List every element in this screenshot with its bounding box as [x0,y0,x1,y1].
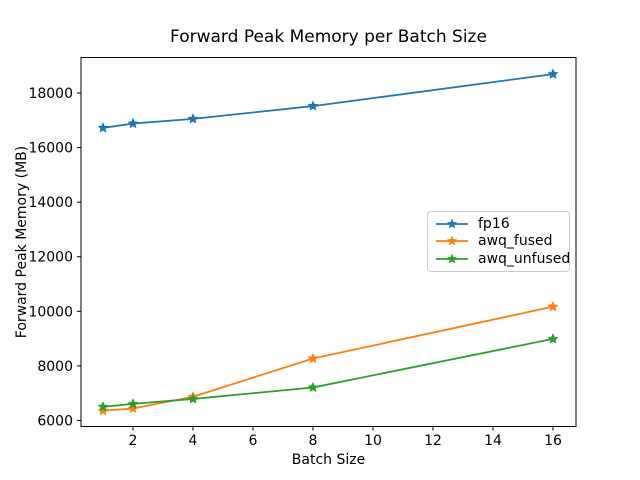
fp16-marker-icon [307,100,319,111]
x-tick-label: 12 [424,433,442,449]
y-tick-label: 14000 [28,195,73,211]
awq_fused-marker-icon [307,352,319,364]
y-tick-label: 10000 [28,304,73,320]
legend-label-fp16: fp16 [478,215,510,232]
legend: fp16 awq_fused awq_unfused [427,211,570,272]
x-tick-label: 10 [364,433,382,449]
x-tick-label: 6 [249,433,258,449]
awq_unfused-marker-icon [547,333,559,344]
fp16-legend-marker-icon [446,218,458,229]
awq_unfused-legend-marker-icon [446,253,458,264]
fp16-line [102,73,554,129]
awq_fused-marker-icon [97,404,109,416]
awq_fused-marker-icon [127,402,139,414]
x-tick-label: 16 [544,433,562,449]
awq_unfused-line [102,338,554,408]
y-tick-label: 12000 [28,250,73,266]
fp16-line-sample-icon [436,218,468,229]
plot-frame [80,57,577,427]
awq_unfused-marker-icon [187,393,199,404]
awq-unfused-line-sample-icon [436,253,468,264]
x-tick-label: 2 [129,433,138,449]
awq-fused-line-sample-icon [436,236,468,246]
x-tick-label: 4 [189,433,198,449]
awq_fused-marker-icon [547,300,559,312]
legend-item-awq-unfused: awq_unfused [435,251,570,267]
x-axis-label: Batch Size [291,452,366,468]
fp16-marker-icon [97,122,109,133]
y-tick-label: 18000 [28,86,73,102]
fp16-marker-icon [187,113,199,124]
awq_unfused-marker-icon [307,381,319,393]
x-tick-label: 8 [309,433,318,449]
legend-label-awq-fused: awq_fused [478,233,553,250]
y-tick-label: 8000 [37,359,73,375]
legend-label-awq-unfused: awq_unfused [478,251,571,268]
legend-item-fp16: fp16 [435,216,562,232]
x-tick-label: 14 [484,433,502,449]
awq_unfused-marker-icon [97,401,109,412]
legend-item-awq-fused: awq_fused [435,233,562,249]
awq_fused-legend-marker-icon [446,236,458,246]
fp16-marker-icon [127,117,139,129]
chart-title: Forward Peak Memory per Batch Size [170,27,487,47]
y-tick-label: 16000 [28,141,73,157]
awq_unfused-marker-icon [127,398,139,409]
y-tick-label: 6000 [37,413,73,429]
awq_fused-line [102,305,554,412]
fp16-marker-icon [547,68,559,79]
